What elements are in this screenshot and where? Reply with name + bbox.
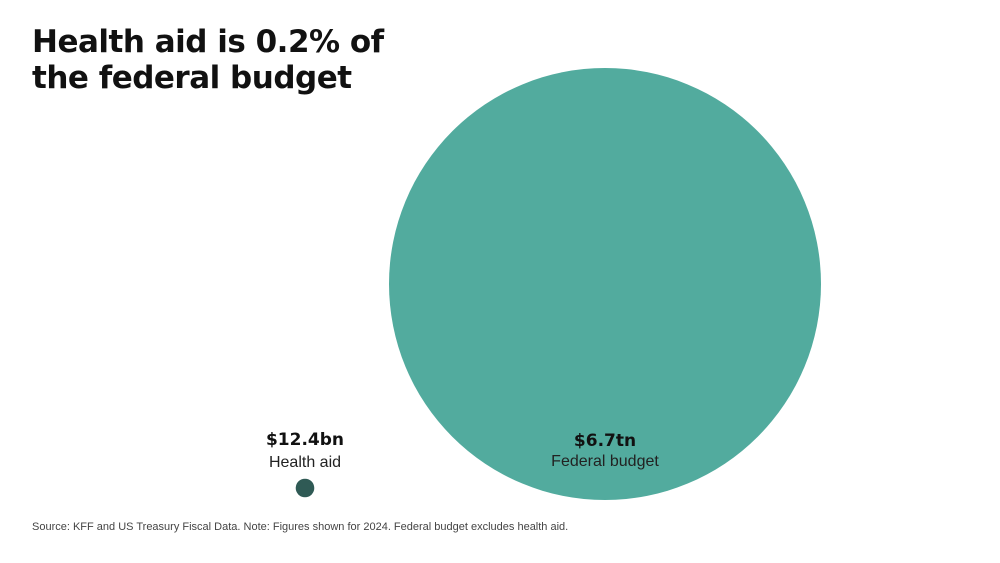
health-aid-bubble bbox=[295, 478, 315, 498]
chart-title: Health aid is 0.2% of the federal budget bbox=[32, 24, 384, 96]
federal-budget-category-label: Federal budget bbox=[551, 453, 659, 470]
federal-budget-value-label: $6.7tn bbox=[574, 431, 636, 451]
health-aid-category-label: Health aid bbox=[269, 454, 341, 471]
federal-budget-bubble bbox=[389, 68, 821, 500]
health-aid-value-label: $12.4bn bbox=[266, 430, 344, 450]
source-note: Source: KFF and US Treasury Fiscal Data.… bbox=[32, 521, 569, 533]
